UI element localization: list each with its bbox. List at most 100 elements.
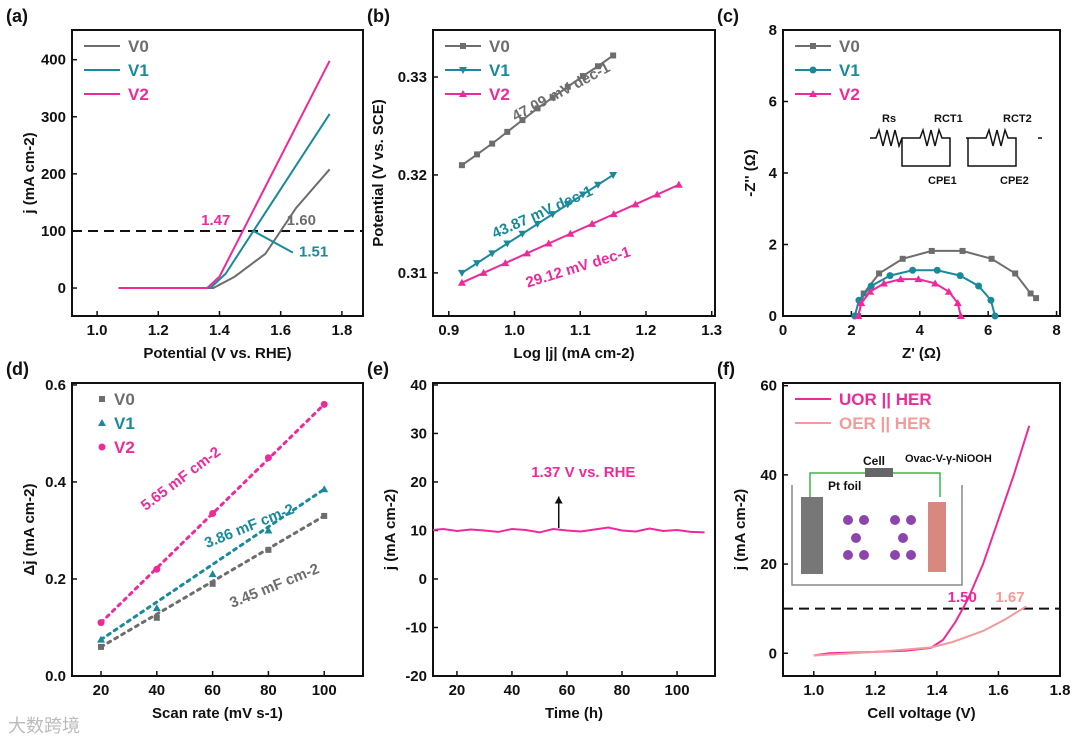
annotation: 3.45 mF cm-2 [227, 560, 321, 611]
square-marker [1012, 270, 1019, 277]
annotation: 43.87 mV dec-1 [490, 183, 596, 243]
y-tick-label: 0.4 [45, 474, 67, 491]
circle-marker [264, 454, 272, 462]
triangle-marker [609, 171, 618, 179]
circle-marker [956, 272, 964, 280]
series-v1 [97, 485, 329, 643]
y-tick-label: 4 [769, 165, 778, 182]
x-tick-label: 1.2 [148, 322, 169, 339]
series-line [118, 60, 331, 290]
circuit-label: Rs [882, 113, 896, 125]
circle-marker [209, 509, 217, 517]
triangle-marker [809, 90, 817, 97]
x-tick-label: 4 [916, 322, 925, 339]
x-tick-label: 1.1 [570, 322, 591, 339]
circle-marker [991, 312, 999, 320]
x-tick-label: 80 [260, 682, 277, 699]
triangle-marker [488, 250, 497, 258]
triangle-marker [473, 260, 482, 268]
circle-marker [909, 266, 917, 274]
legend-label: V2 [839, 85, 860, 104]
arrow-line [252, 230, 294, 254]
annotation: 1.51 [299, 244, 328, 261]
square-marker [564, 83, 571, 90]
x-tick-label: 100 [665, 682, 690, 699]
triangle-marker [501, 259, 510, 267]
annotation: 29.12 mV dec-1 [524, 243, 633, 291]
triangle-marker [578, 191, 587, 199]
triangle-marker [264, 526, 273, 534]
series-v2 [457, 180, 683, 286]
ion [890, 515, 900, 525]
circuit-inset: Rs RCT1 RCT2 CPE1 CPE2 [870, 113, 1042, 187]
triangle-marker [152, 604, 161, 612]
beaker [791, 485, 963, 586]
x-tick-label: 1.6 [270, 322, 291, 339]
series-v2 [97, 400, 328, 627]
ion [843, 515, 853, 525]
y-tick-label: 0.6 [45, 377, 66, 394]
square-marker [321, 512, 328, 519]
square-marker [265, 546, 272, 553]
x-tick-label: 0.9 [438, 322, 459, 339]
triangle-marker [563, 201, 572, 209]
y-tick-label: 0 [769, 308, 777, 325]
triangle-marker [914, 275, 923, 283]
y-tick-label: 400 [41, 52, 66, 69]
series-v0 [98, 512, 328, 650]
legend-label: V2 [128, 85, 149, 104]
legend-label: V1 [128, 61, 149, 80]
annotation: 1.60 [287, 212, 316, 229]
y-tick-label: 0.31 [398, 265, 427, 282]
plot-frame [432, 29, 716, 317]
y-tick-label: 0.32 [398, 167, 427, 184]
square-marker [504, 128, 511, 135]
series-v2 [118, 60, 331, 290]
x-tick-label: 1.0 [803, 682, 824, 699]
y-tick-label: 0 [58, 280, 66, 297]
arrow-head [554, 496, 563, 504]
y-tick-label: 20 [760, 556, 777, 573]
y-axis-label: j (mA cm-2) [732, 489, 749, 571]
square-marker [534, 105, 541, 112]
series-j [432, 526, 705, 534]
legend-label: OER || HER [839, 414, 931, 433]
y-tick-label: 0.0 [45, 668, 66, 685]
y-axis-label: -Z'' (Ω) [742, 149, 759, 196]
y-tick-label: 60 [760, 378, 777, 395]
triangle-marker [523, 249, 531, 257]
panel-f: (f) 1.0 1.2 1.4 1.6 1.8 0 20 40 60 Cell voltage (V… [717, 359, 1070, 722]
triangle-marker [956, 312, 965, 319]
panel-label: (d) [6, 359, 29, 379]
legend-label: V1 [839, 61, 860, 80]
legend-label: V1 [489, 61, 510, 80]
circuit-label: RCT1 [934, 113, 963, 125]
x-axis-label: Scan rate (mV s-1) [152, 705, 283, 722]
circuit-label: CPE2 [1000, 175, 1029, 187]
circle-marker [320, 400, 328, 408]
y-tick-label: 40 [410, 377, 427, 394]
panel-label: (f) [717, 359, 735, 379]
panel-b: (b) 0.9 1.0 1.1 1.2 1.3 0.31 0.32 0.33 Log |j| (m… [367, 6, 722, 362]
panel-label: (c) [717, 6, 739, 26]
y-tick-label: 100 [41, 223, 66, 240]
triangle-marker [97, 635, 106, 643]
y-tick-label: -20 [405, 668, 427, 685]
square-marker [899, 255, 906, 262]
legend-label: UOR || HER [839, 390, 932, 409]
square-marker [458, 162, 465, 169]
triangle-marker [566, 229, 575, 237]
triangle-marker [457, 269, 466, 277]
x-tick-label: 0 [779, 322, 787, 339]
triangle-marker [944, 287, 953, 295]
square-marker [810, 43, 816, 49]
y-tick-label: 8 [769, 22, 777, 39]
triangle-marker [896, 275, 905, 283]
triangle-marker [609, 210, 618, 218]
square-marker [928, 247, 935, 254]
triangle-marker [544, 239, 553, 247]
triangle-marker [479, 268, 488, 276]
y-tick-label: 2 [769, 237, 777, 254]
